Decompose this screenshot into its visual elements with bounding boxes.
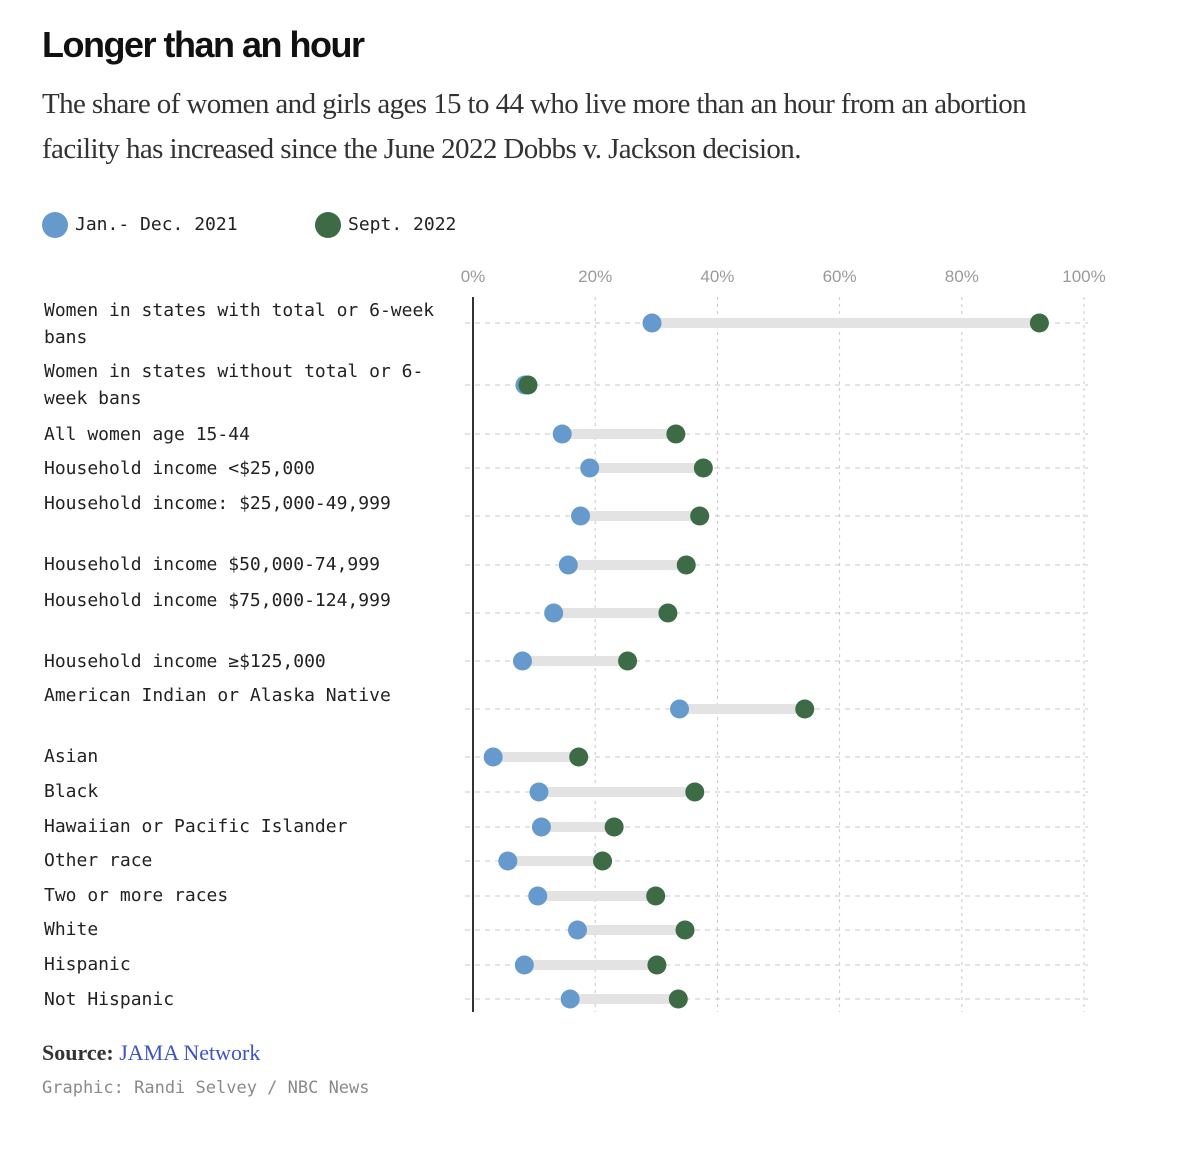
point-2021 [544, 603, 564, 623]
point-2022 [646, 886, 666, 906]
point-2021 [531, 817, 551, 837]
chart-title: Longer than an hour [42, 24, 365, 65]
row-label-american-indian: American Indian or Alaska Native [44, 685, 391, 706]
point-2021 [558, 555, 578, 575]
point-2021 [528, 886, 548, 906]
row-label-income-50k-75k: Household income $50,000-74,999 [44, 554, 380, 575]
source-link[interactable]: JAMA Network [119, 1040, 261, 1065]
point-2022 [658, 603, 678, 623]
source-line: Source: JAMA Network [42, 1040, 260, 1066]
point-2021 [560, 989, 580, 1009]
legend-label-2022: Sept. 2022 [348, 214, 457, 235]
point-2021 [571, 506, 591, 526]
graphic-credit: Graphic: Randi Selvey / NBC News [42, 1078, 370, 1098]
point-2022 [618, 651, 638, 671]
point-2021 [642, 313, 662, 333]
row-label-income-75k-125k: Household income $75,000-124,999 [44, 590, 391, 611]
point-2021 [580, 458, 600, 478]
x-tick-label: 40% [700, 267, 734, 286]
point-2022 [593, 851, 613, 871]
legend-swatch-2022 [315, 212, 341, 238]
legend-label-2021: Jan.- Dec. 2021 [75, 214, 238, 235]
x-tick-label: 100% [1062, 267, 1105, 286]
row-label-two-or-more: Two or more races [44, 885, 229, 906]
point-2022 [685, 782, 705, 802]
point-2022 [1029, 313, 1049, 333]
row-label-income-gte-125k: Household income ≥$125,000 [44, 651, 326, 672]
row-label-asian: Asian [44, 746, 99, 767]
point-2022 [647, 955, 667, 975]
row-label-bans: Women in states with total or 6-week ban… [44, 300, 435, 348]
point-2021 [552, 424, 572, 444]
row-label-not-hispanic: Not Hispanic [44, 989, 175, 1010]
point-2021 [498, 851, 518, 871]
row-label-no-bans: Women in states without total or 6-week … [44, 361, 424, 409]
chart-subtitle: The share of women and girls ages 15 to … [42, 88, 1027, 165]
point-2021 [512, 651, 532, 671]
point-2022 [795, 699, 815, 719]
point-2022 [676, 555, 696, 575]
point-2022 [518, 375, 538, 395]
point-2021 [483, 747, 503, 767]
row-label-income-lt-25k: Household income <$25,000 [44, 458, 315, 479]
point-2022 [675, 920, 695, 940]
point-2021 [670, 699, 690, 719]
row-label-hawaiian: Hawaiian or Pacific Islander [44, 816, 348, 837]
point-2021 [567, 920, 587, 940]
point-2022 [604, 817, 624, 837]
row-label-hispanic: Hispanic [44, 954, 131, 975]
row-label-income-25k-50k: Household income: $25,000-49,999 [44, 493, 391, 514]
row-label-white: White [44, 919, 99, 940]
row-label-all-women: All women age 15-44 [44, 424, 250, 445]
point-2022 [569, 747, 589, 767]
x-tick-label: 80% [945, 267, 979, 286]
legend-swatch-2021 [42, 212, 68, 238]
source-prefix: Source: [42, 1040, 114, 1065]
point-2022 [666, 424, 686, 444]
point-2022 [693, 458, 713, 478]
point-2021 [529, 782, 549, 802]
x-tick-label: 0% [461, 267, 486, 286]
row-label-black: Black [44, 781, 99, 802]
row-label-other-race: Other race [44, 850, 153, 871]
x-tick-label: 20% [578, 267, 612, 286]
point-2022 [668, 989, 688, 1009]
point-2022 [690, 506, 710, 526]
point-2021 [514, 955, 534, 975]
x-tick-label: 60% [823, 267, 857, 286]
